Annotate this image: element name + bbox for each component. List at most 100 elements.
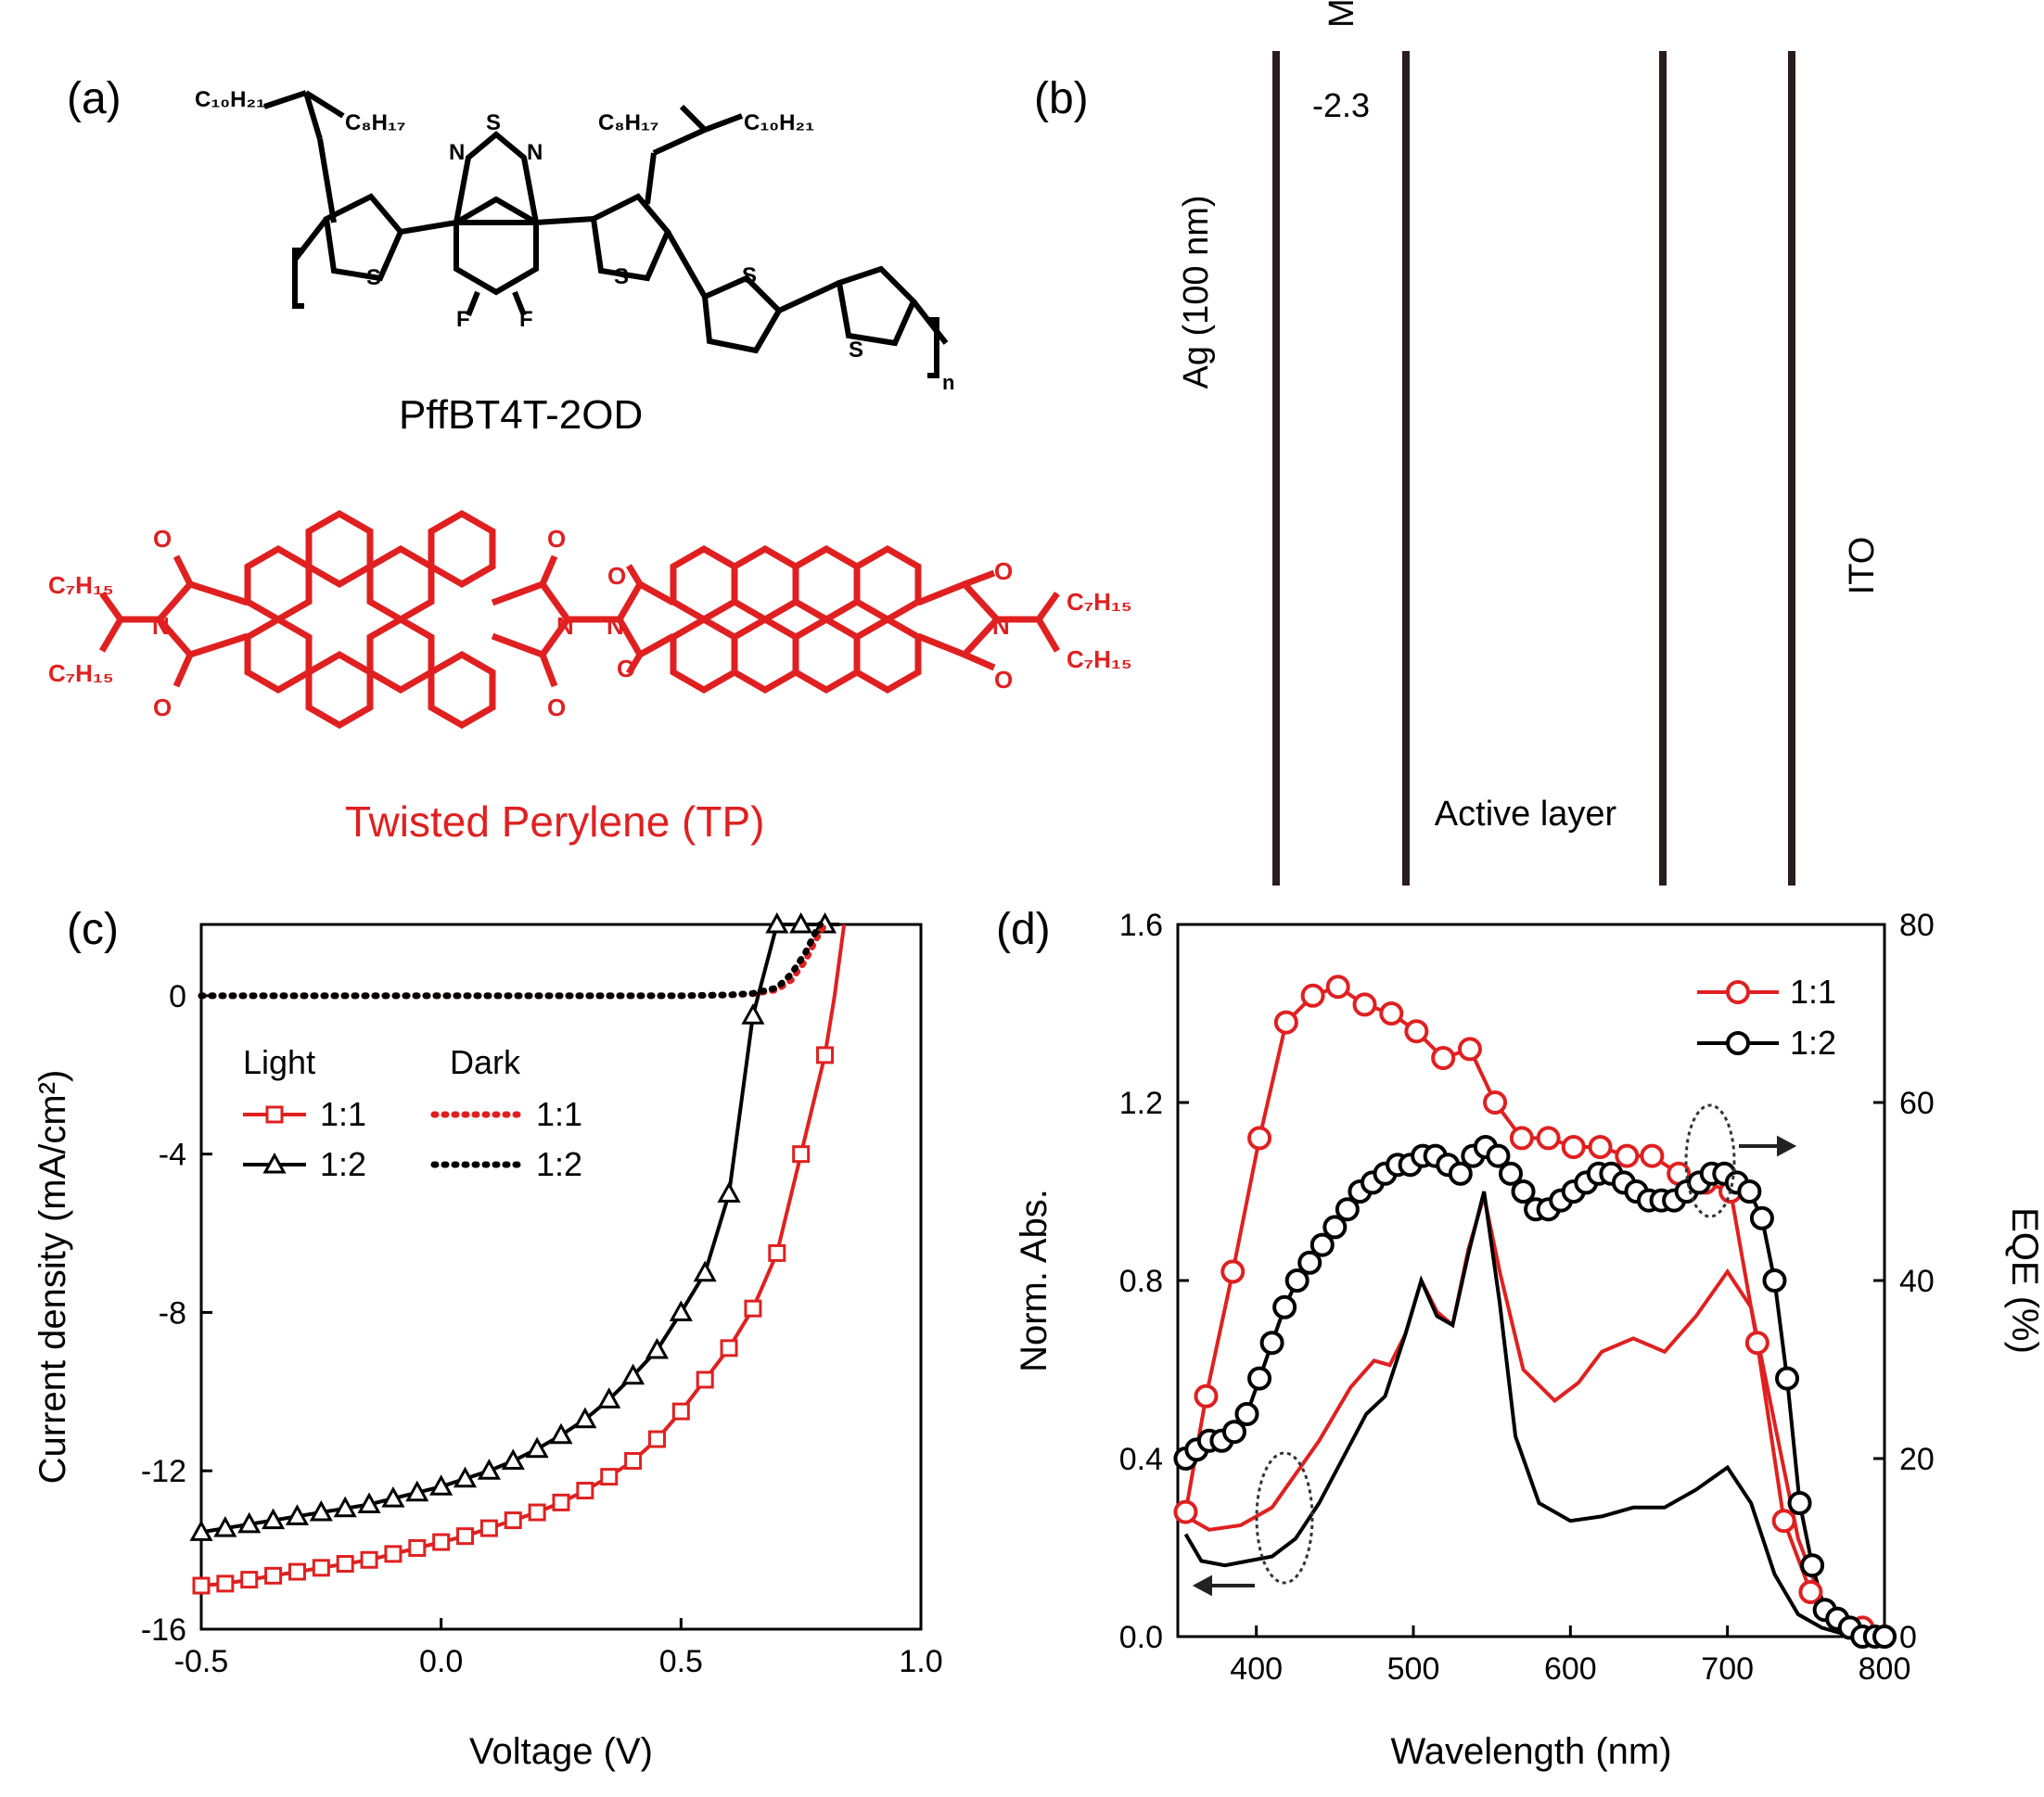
data-point-circle (1379, 1001, 1404, 1026)
x-tick-label-c: 1.0 (899, 1644, 942, 1679)
atom-s: S (614, 264, 629, 289)
data-point-circle (1872, 1625, 1897, 1649)
atom-o: O (607, 562, 626, 590)
data-point-circle (1325, 975, 1350, 1000)
data-point-circle (1615, 1143, 1640, 1168)
data-point-square (264, 1566, 283, 1585)
data-point-triangle (262, 1152, 287, 1174)
y-tick-label-c: -16 (141, 1612, 186, 1648)
data-point-square (600, 1468, 619, 1486)
y2-tick-label-d: 40 (1899, 1264, 1935, 1299)
data-point-triangle (453, 1466, 478, 1488)
atom-o: O (547, 525, 566, 553)
ito-electrode-label: ITO (1843, 537, 1882, 595)
data-point-circle (1431, 1046, 1456, 1070)
legend-d: 1:1 1:2 (1697, 973, 1836, 1062)
data-point-circle (1247, 1126, 1272, 1151)
legend-c: Light Dark 1:1 1:2 1:1 1:2 (243, 1043, 582, 1183)
data-point-square (408, 1538, 427, 1557)
absorption-line-1-2 (1183, 1191, 1884, 1638)
data-point-triangle (549, 1422, 573, 1445)
data-point-square (528, 1503, 546, 1522)
data-point-circle (1221, 1420, 1246, 1445)
data-point-square (360, 1550, 378, 1569)
data-point-triangle (717, 1181, 741, 1203)
eqe-line-1-1 (1183, 984, 1885, 1638)
series-c (189, 911, 847, 1595)
data-point-square (265, 1105, 284, 1124)
data-point-square (576, 1482, 594, 1500)
legend-label: 1:2 (320, 1145, 366, 1183)
data-point-square (240, 1571, 259, 1589)
eqe-indicator-ellipse (1684, 1103, 1736, 1218)
plot-frame-c (199, 923, 923, 1631)
atom-s: S (366, 265, 381, 290)
data-point-triangle (357, 1492, 381, 1514)
y-tick-label-c: -4 (159, 1138, 186, 1173)
panel-c: (c) -0.5 0.0 0.5 1.0 0 -4 -8 -12 -16 Voltage (V)… (32, 905, 943, 1772)
data-point-triangle (477, 1459, 501, 1480)
chain-c8: C₈H₁₇ (345, 110, 405, 135)
legend-label: 1:2 (1790, 1024, 1836, 1062)
atom-o: O (994, 666, 1013, 694)
atom-n: N (607, 612, 624, 640)
data-point-circle (1511, 1179, 1536, 1204)
data-point-triangle (262, 1508, 286, 1530)
moo3-top-value: -2.3 (1312, 86, 1370, 124)
atom-o: O (153, 525, 172, 553)
data-point-triangle (213, 1516, 237, 1537)
data-point-circle (1726, 1031, 1750, 1055)
y-tick-label-d: 1.2 (1119, 1086, 1163, 1121)
atom-f: F (519, 307, 533, 332)
repeat-n: n (942, 371, 954, 394)
data-point-circle (1448, 1161, 1473, 1186)
y2-tick-label-d: 60 (1899, 1086, 1935, 1121)
y-tick-label-d: 0.0 (1119, 1620, 1163, 1655)
data-point-circle (1483, 1090, 1508, 1115)
moo3-layer-label: MoO₃ (10 nm) (1322, 0, 1361, 28)
y-tick-label-d: 1.6 (1119, 908, 1163, 943)
absorption-line-1-1 (1184, 1195, 1885, 1638)
panel-b-label: (b) (1034, 74, 1089, 123)
data-point-circle (1762, 1268, 1787, 1293)
data-point-triangle (669, 1300, 693, 1321)
data-point-square (768, 1243, 786, 1262)
atom-f: F (456, 307, 470, 332)
data-point-circle (1273, 1010, 1298, 1035)
axes-c: -0.5 0.0 0.5 1.0 0 -4 -8 -12 -16 (141, 979, 943, 1679)
y-tick-label-d: 0.4 (1119, 1442, 1163, 1477)
data-point-circle (1787, 1491, 1812, 1515)
data-point-triangle (765, 911, 789, 934)
data-point-square (552, 1493, 570, 1511)
data-point-circle (1247, 1366, 1272, 1391)
data-point-circle (1272, 1294, 1297, 1319)
data-point-square (192, 1576, 211, 1595)
thiophene-ring-4 (836, 265, 917, 347)
energy-dividers (1272, 51, 1795, 886)
x-tick-label-d: 800 (1859, 1651, 1911, 1687)
data-point-square (336, 1555, 354, 1574)
data-point-circle (1737, 1179, 1762, 1204)
data-point-circle (1404, 1019, 1429, 1044)
atom-o: O (994, 557, 1013, 585)
legend-label: 1:2 (536, 1145, 582, 1183)
data-point-triangle (597, 1387, 621, 1408)
x-tick-label-d: 500 (1387, 1651, 1440, 1687)
legend-entries-c (243, 1105, 527, 1174)
chain-c7: C₇H₁₅ (1067, 588, 1132, 616)
legend-light-title: Light (243, 1043, 315, 1081)
thiadiazole-ring (453, 131, 540, 225)
data-point-square (287, 1562, 306, 1581)
data-point-square (384, 1545, 402, 1563)
atom-s: S (486, 110, 501, 135)
chain-c8: C₈H₁₇ (598, 110, 658, 135)
data-point-square (671, 1402, 690, 1421)
series-line-dark-1-1 (198, 921, 828, 1000)
axis-indicators (1255, 1103, 1736, 1585)
data-point-square (647, 1430, 666, 1448)
energy-labels: -4.7Ag (100 nm)-2.3-5.3MoO₃ (10 nm)-3.73… (1177, 0, 1882, 595)
data-point-triangle (741, 1003, 765, 1025)
chain-c10: C₁₀H₂₁ (195, 87, 265, 112)
data-point-circle (1509, 1126, 1534, 1151)
y2-tick-label-d: 0 (1899, 1620, 1917, 1655)
